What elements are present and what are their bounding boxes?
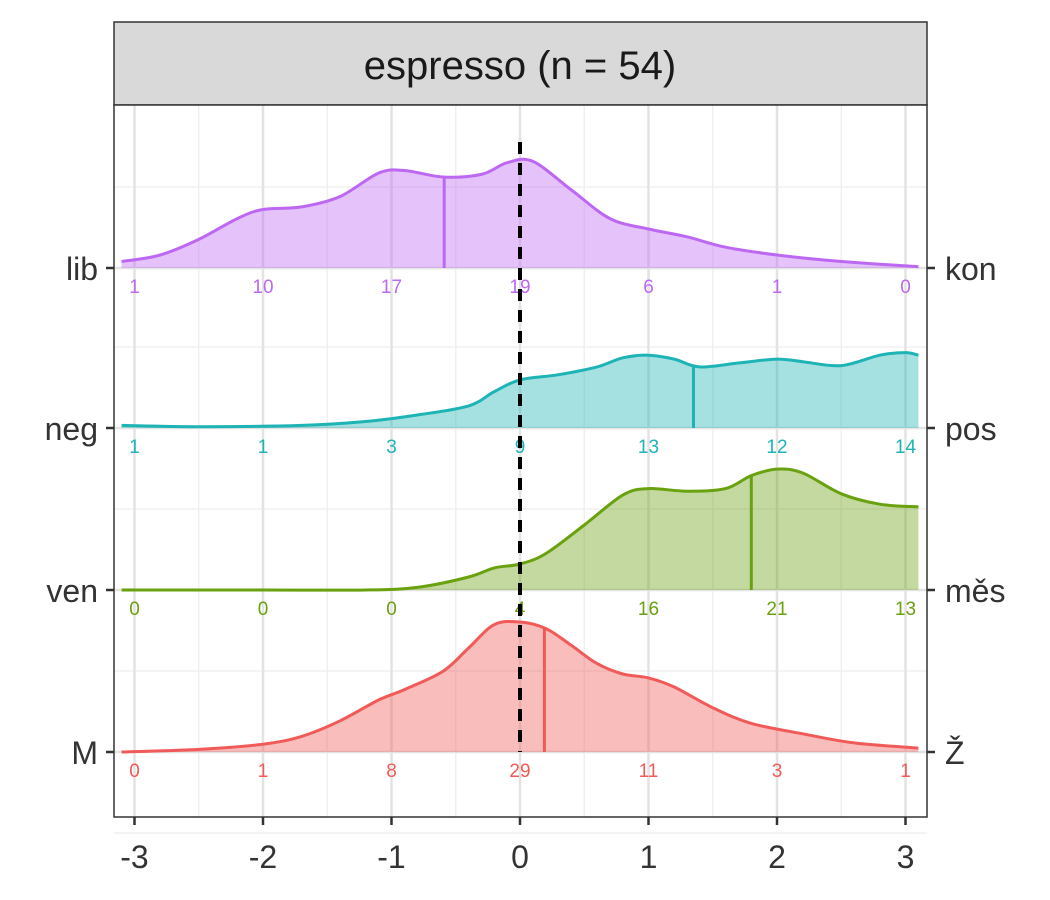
count-label: 1 — [258, 437, 269, 458]
x-axis-tick-label: 3 — [897, 839, 915, 875]
count-label: 19 — [509, 277, 530, 298]
count-label: 1 — [900, 761, 911, 782]
y-axis-right-label: měs — [945, 573, 1005, 609]
x-axis-tick-label: -1 — [377, 839, 405, 875]
count-label: 3 — [772, 761, 783, 782]
density-area — [121, 468, 919, 591]
count-label: 11 — [639, 761, 659, 782]
density-line — [121, 351, 919, 429]
density-line — [121, 467, 919, 592]
x-axis-tick-label: 1 — [640, 839, 658, 875]
count-label: 0 — [129, 761, 140, 782]
y-axis-right-label: pos — [945, 411, 997, 447]
y-axis-left-label: ven — [46, 573, 98, 609]
x-axis-tick-label: 2 — [768, 839, 786, 875]
count-label: 21 — [766, 599, 787, 620]
count-label: 13 — [638, 437, 659, 458]
count-label: 0 — [129, 599, 140, 620]
count-label: 0 — [258, 599, 269, 620]
count-label: 1 — [772, 277, 783, 298]
x-axis-tick-label: -2 — [249, 839, 277, 875]
plot-area: 018291131000416211311391312141101719610M… — [45, 104, 1005, 875]
count-label: 8 — [386, 761, 397, 782]
count-label: 12 — [766, 437, 787, 458]
count-label: 0 — [386, 599, 397, 620]
count-label: 29 — [509, 761, 530, 782]
x-axis-tick-label: -3 — [120, 839, 148, 875]
y-axis-right-label: Ž — [945, 735, 965, 771]
count-label: 1 — [129, 437, 140, 458]
y-axis-left-label: M — [71, 735, 98, 771]
count-label: 10 — [252, 277, 273, 298]
count-label: 0 — [900, 277, 911, 298]
facet-strip-title: espresso (n = 54) — [364, 44, 676, 88]
count-label: 6 — [643, 277, 654, 298]
x-axis-tick-label: 0 — [511, 839, 529, 875]
density-area — [121, 621, 919, 752]
count-label: 17 — [381, 277, 402, 298]
count-label: 1 — [129, 277, 140, 298]
count-label: 3 — [386, 437, 397, 458]
count-label: 14 — [895, 437, 917, 458]
count-label: 13 — [895, 599, 916, 620]
density-line — [121, 157, 919, 269]
y-axis-right-label: kon — [945, 251, 997, 287]
density-line — [121, 619, 919, 754]
density-area — [121, 352, 919, 428]
count-label: 1 — [258, 761, 269, 782]
count-label: 16 — [638, 599, 659, 620]
facet-strip — [113, 21, 928, 106]
y-axis-left-label: lib — [66, 251, 98, 287]
y-axis-left-label: neg — [45, 411, 98, 447]
